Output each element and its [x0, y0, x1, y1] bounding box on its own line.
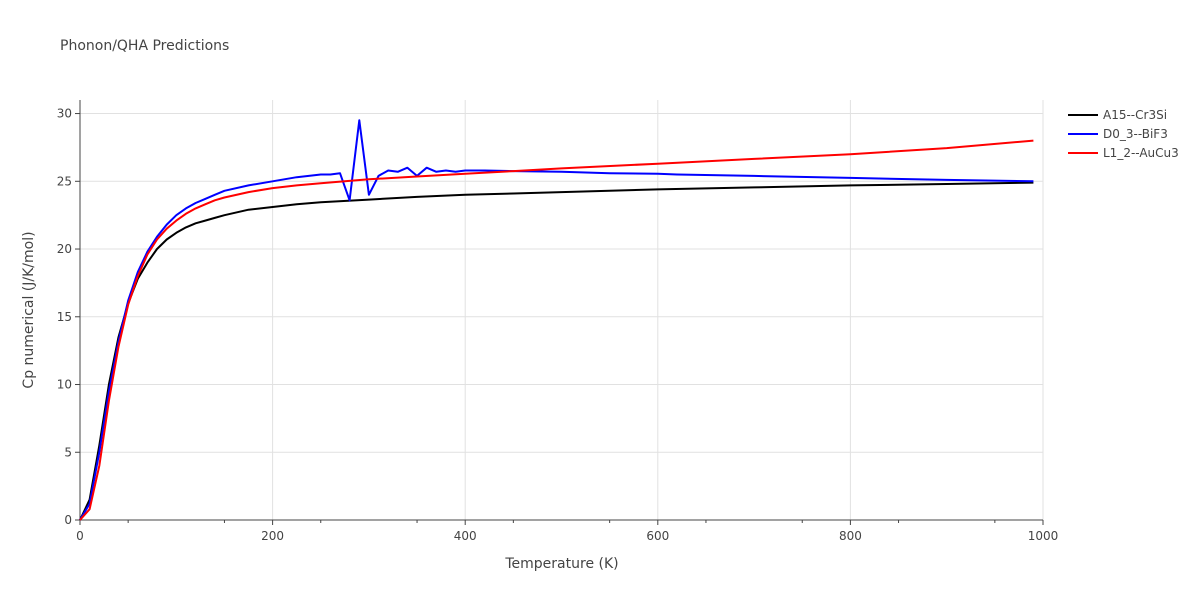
y-axis-title: Cp numerical (J/K/mol)	[21, 231, 37, 388]
legend-label-1[interactable]: A15--Cr3Si	[1103, 108, 1167, 122]
legend-label-3[interactable]: L1_2--AuCu3	[1103, 146, 1179, 160]
y-tick-label: 15	[57, 310, 72, 324]
chart-title: Phonon/QHA Predictions	[60, 38, 229, 54]
series-line-2[interactable]	[79, 119, 1034, 521]
x-tick-label: 1000	[1028, 529, 1059, 543]
x-tick-label: 200	[261, 529, 284, 543]
y-tick-label: 0	[64, 513, 72, 527]
legend-label-2[interactable]: D0_3--BiF3	[1103, 127, 1168, 141]
plot-area[interactable]	[79, 119, 1034, 521]
x-tick-label: 800	[839, 529, 862, 543]
axes: 0 200 400 600 800 1000 0 5 10 15 20 25 30	[57, 100, 1059, 543]
x-tick-label: 600	[646, 529, 669, 543]
y-tick-label: 5	[64, 445, 72, 459]
legend[interactable]: A15--Cr3Si D0_3--BiF3 L1_2--AuCu3	[1068, 108, 1179, 160]
x-tick-label: 0	[76, 529, 84, 543]
series-line-1[interactable]	[79, 181, 1034, 521]
y-tick-label: 20	[57, 242, 72, 256]
x-axis-title: Temperature (K)	[504, 556, 618, 572]
x-tick-label: 400	[454, 529, 477, 543]
y-tick-label: 30	[57, 107, 72, 121]
y-tick-label: 25	[57, 174, 72, 188]
y-tick-label: 10	[57, 378, 72, 392]
series-line-3[interactable]	[79, 139, 1034, 521]
gridlines	[79, 100, 1044, 521]
